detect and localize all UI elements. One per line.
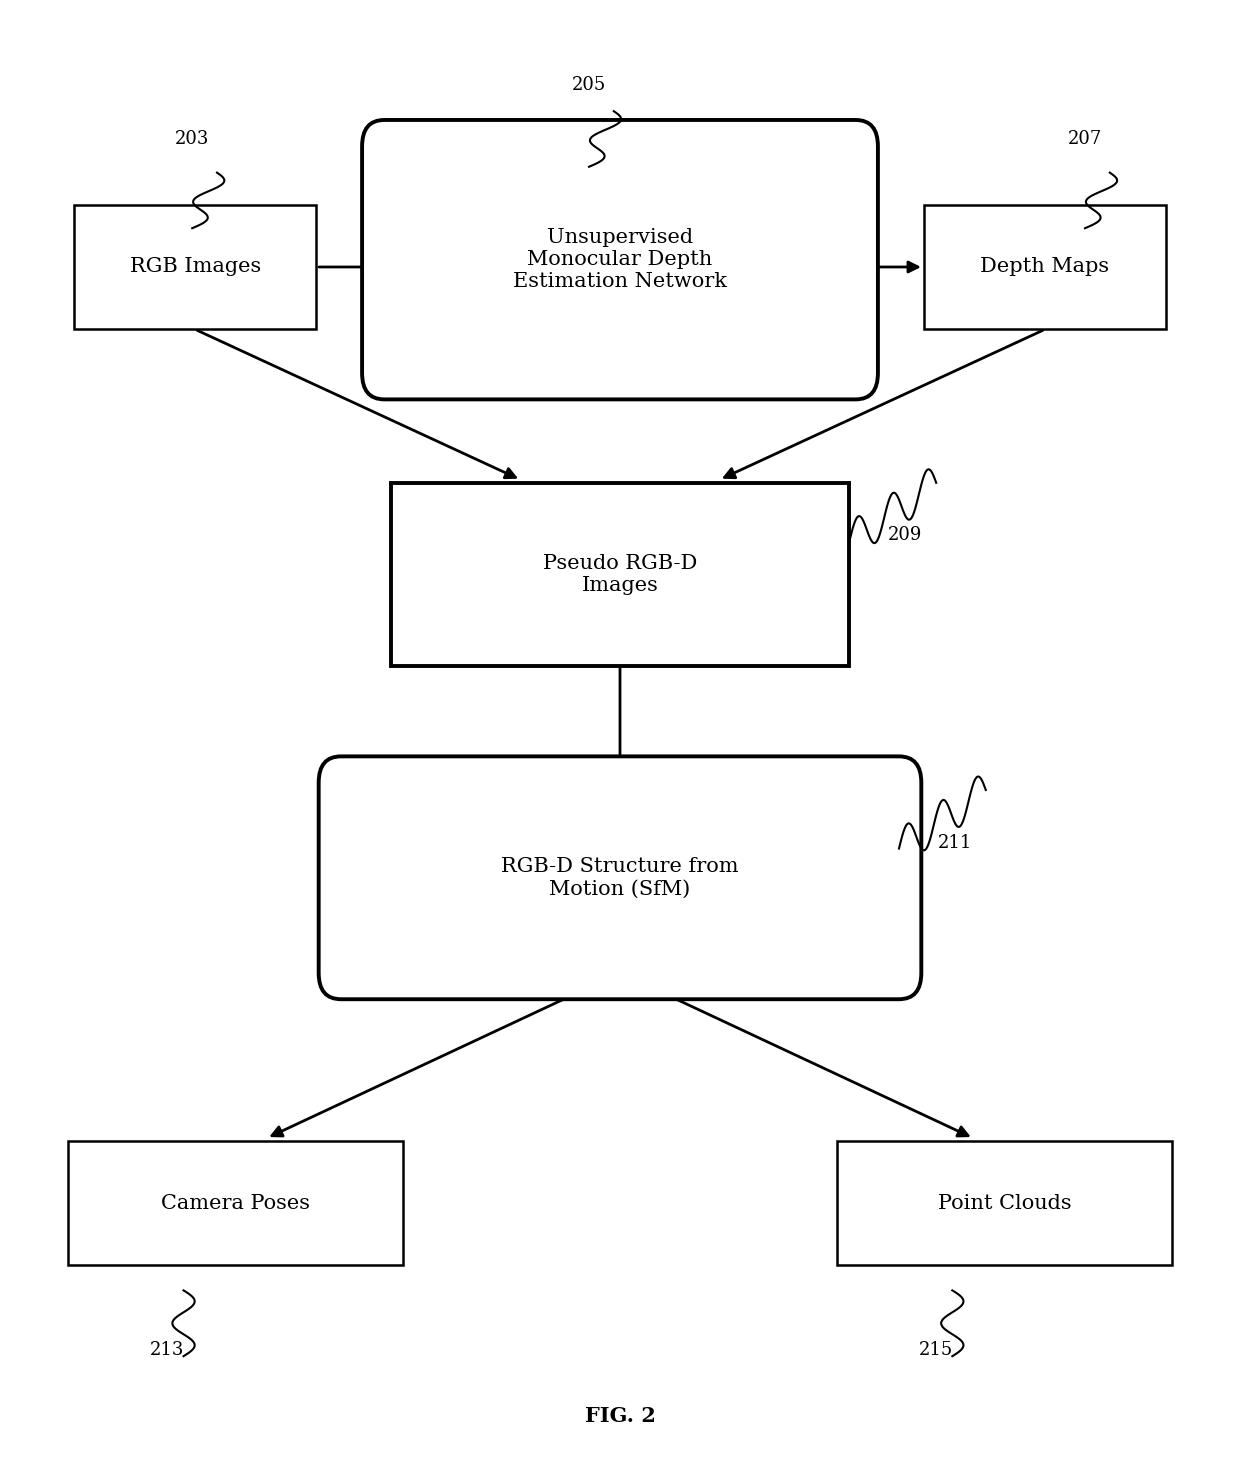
Text: 207: 207 [1068,130,1102,148]
FancyBboxPatch shape [391,483,849,666]
Text: RGB-D Structure from
Motion (SfM): RGB-D Structure from Motion (SfM) [501,857,739,898]
Text: RGB Images: RGB Images [130,257,260,277]
Text: Point Clouds: Point Clouds [937,1194,1071,1213]
Text: FIG. 2: FIG. 2 [584,1406,656,1426]
Text: Depth Maps: Depth Maps [980,257,1110,277]
Text: Pseudo RGB-D
Images: Pseudo RGB-D Images [543,553,697,595]
FancyBboxPatch shape [362,120,878,399]
FancyBboxPatch shape [837,1141,1172,1265]
Text: 215: 215 [919,1342,954,1359]
Text: 205: 205 [572,76,606,94]
FancyBboxPatch shape [319,756,921,999]
Text: 203: 203 [175,130,210,148]
Text: 213: 213 [150,1342,185,1359]
FancyBboxPatch shape [74,205,316,329]
Text: 209: 209 [888,527,923,544]
FancyBboxPatch shape [924,205,1166,329]
Text: Camera Poses: Camera Poses [161,1194,310,1213]
FancyBboxPatch shape [68,1141,403,1265]
Text: 211: 211 [937,834,972,851]
Text: Unsupervised
Monocular Depth
Estimation Network: Unsupervised Monocular Depth Estimation … [513,228,727,291]
